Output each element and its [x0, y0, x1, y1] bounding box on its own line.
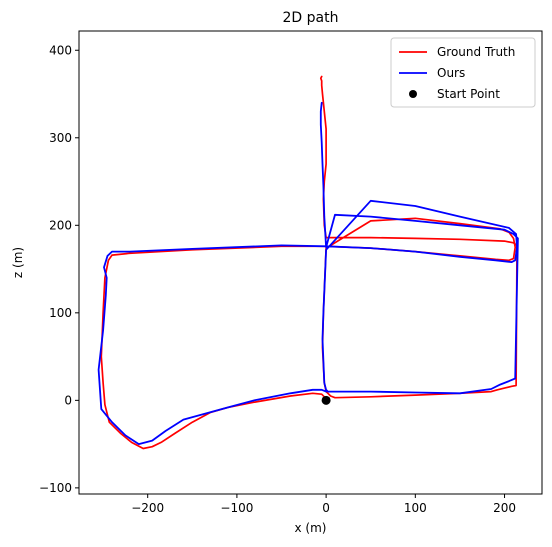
x-tick-label: 200	[493, 501, 516, 515]
ground-truth-line	[100, 75, 518, 450]
y-tick-label: 0	[64, 393, 72, 407]
legend-start-point-swatch	[409, 90, 417, 98]
ours-line	[97, 101, 519, 446]
y-tick-label: 100	[49, 306, 72, 320]
x-tick-label: 100	[404, 501, 427, 515]
legend-box	[390, 37, 536, 108]
legend-ground-truth-label: Ground Truth	[437, 45, 515, 59]
chart-title: 2D path	[283, 10, 339, 26]
x-axis-label: x (m)	[295, 521, 327, 535]
y-tick-label: −100	[39, 481, 72, 495]
x-tick-label: −100	[220, 501, 253, 515]
legend: Ground Truth Ours Start Point	[390, 37, 536, 108]
legend-ours-label: Ours	[437, 66, 465, 80]
y-tick-label: 400	[49, 43, 72, 57]
y-axis-label: z (m)	[11, 247, 25, 278]
x-tick-label: −200	[131, 501, 164, 515]
start-point-marker	[321, 395, 331, 405]
x-tick-label: 0	[322, 501, 330, 515]
y-tick-label: 300	[49, 131, 72, 145]
legend-start-point-label: Start Point	[437, 87, 500, 101]
axes-frame	[78, 30, 543, 495]
axis-ticks: −200 −100 0 100 200 −100 0 100 200 300 400	[39, 43, 516, 515]
plot-area	[97, 75, 519, 450]
y-tick-label: 200	[49, 218, 72, 232]
